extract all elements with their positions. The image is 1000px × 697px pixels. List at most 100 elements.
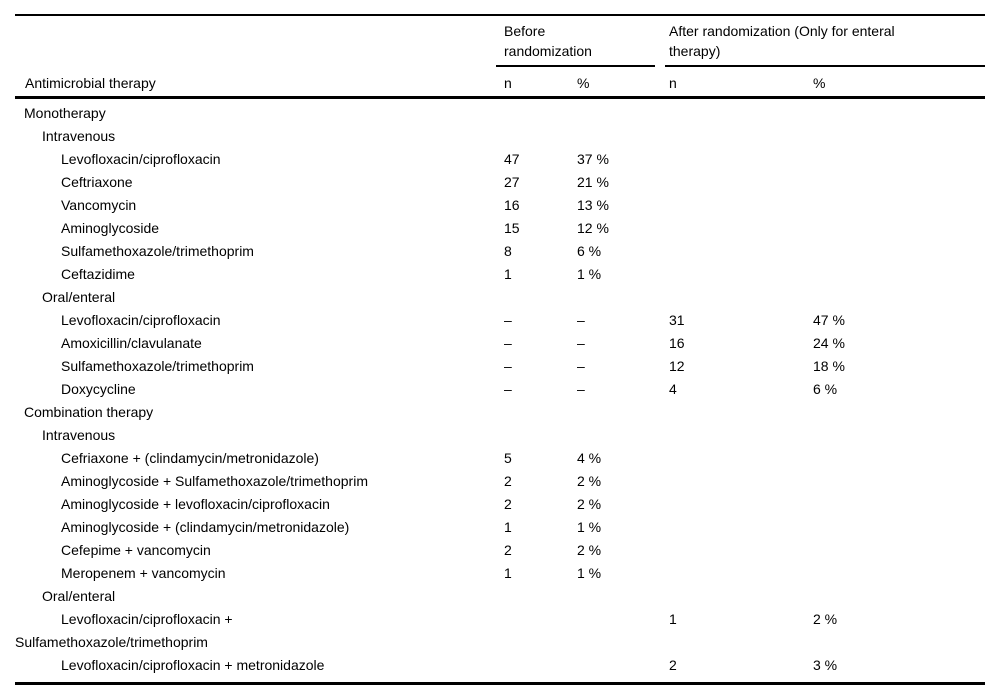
therapy-label-cell: Doxycycline [61,381,136,397]
before-n-cell: 2 [504,473,512,489]
after-n-cell: 2 [669,657,677,673]
after-n-cell [665,171,813,194]
therapy-label-cell: Aminoglycoside + Sulfamethoxazole/trimet… [61,473,368,489]
therapy-label-cell: Cefepime + vancomycin [61,542,211,558]
before-n-cell: 1 [504,266,512,282]
group-header-row: Before randomization After randomization… [15,15,985,67]
therapy-label-cell: Cefriaxone + (clindamycin/metronidazole) [61,450,319,466]
after-group-label: After randomization (Only for enteral th… [669,23,895,59]
before-n-cell [496,98,576,126]
table-row: Oral/enteral [15,286,985,309]
after-n-cell [665,263,813,286]
after-group-underline: After randomization (Only for enteral th… [665,16,985,67]
table-row: Vancomycin 16 13 % [15,194,985,217]
therapy-label-wrapped: Levofloxacin/ciprofloxacin + Sulfamethox… [15,611,233,650]
table-row: Monotherapy [15,98,985,126]
after-pct-cell [813,217,985,240]
before-pct-cell: – [577,358,585,374]
before-n-cell: 15 [504,220,520,236]
table-row: Aminoglycoside + Sulfamethoxazole/trimet… [15,470,985,493]
table-body: Monotherapy Intravenous Levofloxacin/cip… [15,98,985,684]
table-row: Levofloxacin/ciprofloxacin + metronidazo… [15,654,985,684]
therapy-label-cell: Levofloxacin/ciprofloxacin [61,312,221,328]
antimicrobial-therapy-table: Before randomization After randomization… [15,14,985,685]
after-n-cell [665,516,813,539]
before-n-cell [496,401,576,424]
after-n-cell [665,240,813,263]
table-row: Sulfamethoxazole/trimethoprim – – 12 18 … [15,355,985,378]
table-row: Intravenous [15,424,985,447]
before-pct-cell [576,608,665,654]
table-row: Ceftriaxone 27 21 % [15,171,985,194]
before-pct-cell [576,654,665,684]
therapy-label-cell: Ceftazidime [61,266,135,282]
after-pct-cell [813,125,985,148]
before-n-cell: 1 [504,565,512,581]
group-header-spacer [15,15,496,67]
before-pct-cell [576,585,665,608]
after-pct-cell: 24 % [813,335,845,351]
table-row: Aminoglycoside + (clindamycin/metronidaz… [15,516,985,539]
before-n-cell [496,654,576,684]
before-n-cell: 8 [504,243,512,259]
after-n-cell: 4 [669,381,677,397]
after-pct-cell [813,539,985,562]
before-pct-cell: 4 % [577,450,602,466]
after-pct-cell [813,240,985,263]
after-n-cell [665,401,813,424]
before-n-cell: – [504,358,512,374]
after-pct-cell: 3 % [813,657,838,673]
after-pct-cell [813,148,985,171]
therapy-label-cell: Combination therapy [24,404,154,420]
table-row: Combination therapy [15,401,985,424]
after-n-cell [665,125,813,148]
therapy-label-cell: Vancomycin [61,197,137,213]
before-n-header: n [496,67,576,99]
after-n-cell [665,286,813,309]
table-row: Levofloxacin/ciprofloxacin + Sulfamethox… [15,608,985,654]
table-row: Ceftazidime 1 1 % [15,263,985,286]
before-n-cell [496,424,576,447]
after-pct-cell [813,171,985,194]
column-header-label: Antimicrobial therapy [15,67,496,99]
before-pct-cell: 2 % [577,473,602,489]
after-n-cell: 16 [669,335,685,351]
before-n-cell: – [504,335,512,351]
table-row: Oral/enteral [15,585,985,608]
before-n-cell: 2 [504,542,512,558]
before-pct-cell [576,401,665,424]
table-row: Levofloxacin/ciprofloxacin 47 37 % [15,148,985,171]
before-pct-cell: 13 % [577,197,609,213]
after-n-cell [665,585,813,608]
therapy-label-cell: Levofloxacin/ciprofloxacin [61,151,221,167]
after-pct-header: % [813,67,985,99]
table-row: Amoxicillin/clavulanate – – 16 24 % [15,332,985,355]
therapy-label-cell: Oral/enteral [42,289,116,305]
before-n-cell: 47 [504,151,520,167]
therapy-label-cell: Ceftriaxone [61,174,133,190]
table-row: Cefriaxone + (clindamycin/metronidazole)… [15,447,985,470]
after-n-cell [665,194,813,217]
before-n-cell [496,125,576,148]
before-pct-cell: 37 % [577,151,609,167]
table-row: Aminoglycoside + levofloxacin/ciprofloxa… [15,493,985,516]
before-pct-cell: 6 % [577,243,602,259]
after-pct-cell [813,401,985,424]
after-pct-cell [813,493,985,516]
before-pct-cell: 1 % [577,565,602,581]
before-pct-cell: 2 % [577,542,602,558]
after-pct-cell [813,470,985,493]
before-pct-cell: 12 % [577,220,609,236]
after-group-header: After randomization (Only for enteral th… [665,15,985,67]
before-n-cell: – [504,381,512,397]
therapy-label-cell: Aminoglycoside + (clindamycin/metronidaz… [61,519,350,535]
therapy-label-cell: Sulfamethoxazole/trimethoprim [61,243,254,259]
after-pct-cell: 2 % [813,611,838,627]
after-n-cell [665,217,813,240]
before-pct-cell [576,98,665,126]
before-n-cell: 2 [504,496,512,512]
table-row: Sulfamethoxazole/trimethoprim 8 6 % [15,240,985,263]
therapy-label-cell: Intravenous [42,128,116,144]
table-row: Levofloxacin/ciprofloxacin – – 31 47 % [15,309,985,332]
after-pct-cell [813,286,985,309]
